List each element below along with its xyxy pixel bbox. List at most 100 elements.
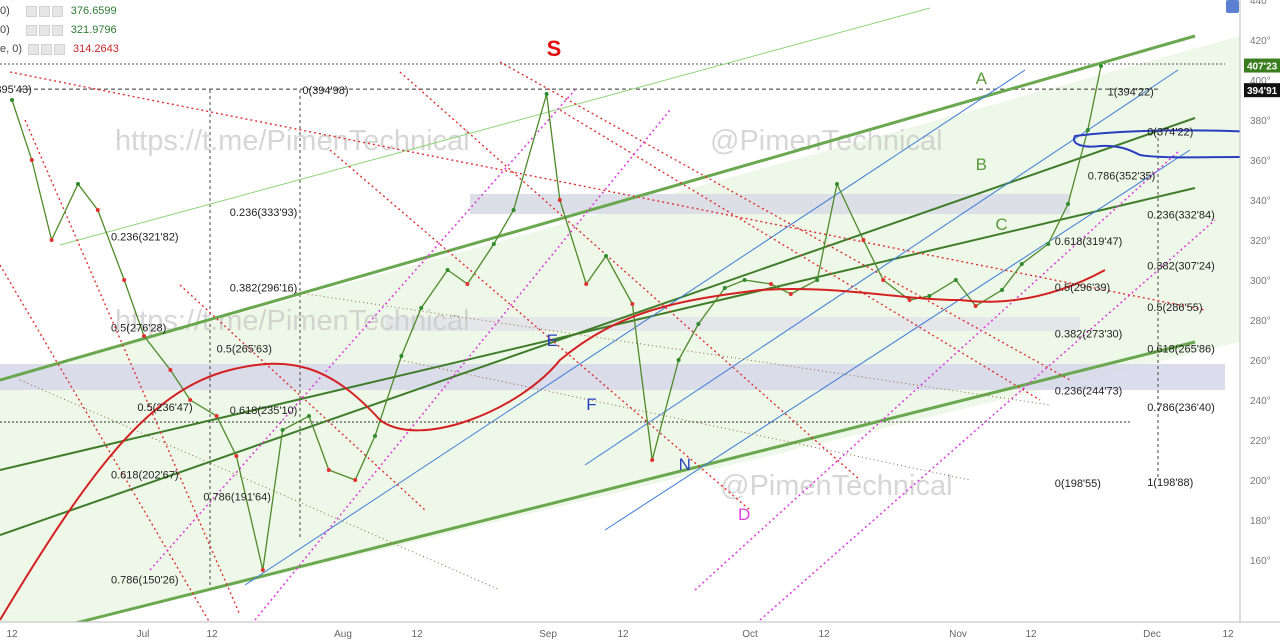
y-axis-panel xyxy=(1240,0,1280,642)
price-point xyxy=(584,282,589,286)
price-point xyxy=(188,398,193,402)
x-tick-label: 12 xyxy=(1025,629,1037,640)
fan-line-dotted xyxy=(329,149,751,511)
wave-label: F xyxy=(586,395,596,414)
price-point xyxy=(557,198,562,202)
info-icon[interactable] xyxy=(1226,0,1239,13)
fib-label: 0.236(244'73) xyxy=(1055,386,1123,398)
fib-label: 0.618(202'67) xyxy=(111,470,179,482)
wave-label: N xyxy=(679,455,691,474)
fib-label: 1(394'22) xyxy=(1108,87,1154,99)
fib-label: 0.382(296'16) xyxy=(230,283,298,295)
price-point xyxy=(815,278,820,282)
price-point xyxy=(1000,288,1004,292)
fib-label: 0(198'55) xyxy=(1055,478,1101,490)
price-tag-box xyxy=(1244,83,1280,98)
settings-icon[interactable] xyxy=(38,24,50,36)
price-point xyxy=(861,238,866,242)
y-tick-label: 200° xyxy=(1250,476,1271,487)
pivot-zone xyxy=(385,317,1080,331)
fib-label: 0.5(276'28) xyxy=(111,322,166,334)
moving-average-line xyxy=(0,269,1106,621)
price-point xyxy=(95,208,100,212)
y-tick-label: 160° xyxy=(1250,556,1271,567)
legend-row-ma-2: 0) 321.9796 xyxy=(0,22,117,38)
trend-channel-line xyxy=(0,187,1196,471)
x-tick-label: 12 xyxy=(6,629,18,640)
fan-line-dotted xyxy=(9,71,1206,311)
fan-line-dotted xyxy=(499,61,1071,381)
fib-label: 0.5(286'55) xyxy=(1147,302,1202,314)
x-tick-label: 12 xyxy=(818,629,830,640)
y-tick-label: 320° xyxy=(1250,236,1271,247)
price-point xyxy=(835,182,839,186)
trend-channel-line xyxy=(0,34,1196,382)
eye-icon[interactable] xyxy=(28,43,40,55)
price-point xyxy=(604,254,608,258)
fib-label: 0.5(265'63) xyxy=(217,344,272,356)
price-tag-box xyxy=(1244,58,1280,73)
wave-label: D xyxy=(738,505,750,524)
fib-label: 0.382(307'24) xyxy=(1147,261,1215,273)
fib-label: 0.618(319'47) xyxy=(1055,236,1123,248)
price-point xyxy=(353,478,358,482)
y-tick-label: 340° xyxy=(1250,196,1271,207)
price-point xyxy=(142,334,146,338)
y-tick-label: 300° xyxy=(1250,276,1271,287)
price-point xyxy=(953,278,958,282)
annotation-arc xyxy=(1073,129,1280,159)
price-point xyxy=(696,322,701,326)
price-point xyxy=(399,354,404,358)
fib-label: 1(198'88) xyxy=(1147,477,1193,489)
y-tick-label: 180° xyxy=(1250,516,1271,527)
x-tick-label: 12 xyxy=(1222,629,1234,640)
x-tick-label: Jul xyxy=(137,629,150,640)
wave-label: E xyxy=(547,331,558,350)
x-tick-label: 12 xyxy=(617,629,629,640)
x-tick-label: Oct xyxy=(742,629,758,640)
price-point xyxy=(1099,64,1103,68)
trend-channel-fill xyxy=(0,36,1240,642)
wave-label: S xyxy=(547,36,562,61)
eye-icon[interactable] xyxy=(25,5,37,17)
close-icon[interactable] xyxy=(54,43,66,55)
eye-icon[interactable] xyxy=(25,24,37,36)
legend-row-value: 314.2643 xyxy=(73,43,119,55)
price-point xyxy=(326,468,331,472)
fib-label: 0(374'22) xyxy=(1147,127,1193,139)
settings-icon[interactable] xyxy=(41,43,53,55)
price-point xyxy=(1066,202,1070,206)
watermark-text: https://t.me/PimenTechnical xyxy=(115,305,470,337)
fib-label: 0(395'43) xyxy=(0,84,32,96)
magenta-line-dotted xyxy=(759,219,1216,621)
price-point xyxy=(234,454,239,458)
fib-label: 0(394'98) xyxy=(302,85,348,97)
price-point xyxy=(907,298,912,302)
magenta-line-dotted xyxy=(149,89,576,571)
legend-row-ma-1: 0) 376.6599 xyxy=(0,3,117,19)
close-icon[interactable] xyxy=(51,5,63,17)
price-point xyxy=(630,302,635,306)
legend-row-value: 321.9796 xyxy=(70,24,117,36)
price-point xyxy=(76,182,80,186)
price-point xyxy=(49,238,54,242)
price-point xyxy=(788,292,793,296)
wave-label: B xyxy=(976,155,987,174)
y-tick-label: 380° xyxy=(1250,116,1271,127)
legend-row-value: 376.6599 xyxy=(70,5,117,17)
close-icon[interactable] xyxy=(51,24,63,36)
x-axis-panel xyxy=(0,622,1280,642)
legend-row-prefix: 0) xyxy=(0,5,10,17)
watermark-text: https://t.me/PimenTechnical xyxy=(115,125,470,157)
fib-label: 0.786(150'26) xyxy=(111,574,179,586)
price-point xyxy=(168,368,173,372)
legend-row-ma-3: e, 0) 314.2643 xyxy=(0,41,119,57)
price-point xyxy=(419,306,424,310)
settings-icon[interactable] xyxy=(38,5,50,17)
x-tick-label: 12 xyxy=(206,629,218,640)
x-tick-label: Aug xyxy=(334,629,352,640)
price-point xyxy=(260,568,265,572)
price-point xyxy=(742,278,747,282)
price-point xyxy=(927,294,932,298)
